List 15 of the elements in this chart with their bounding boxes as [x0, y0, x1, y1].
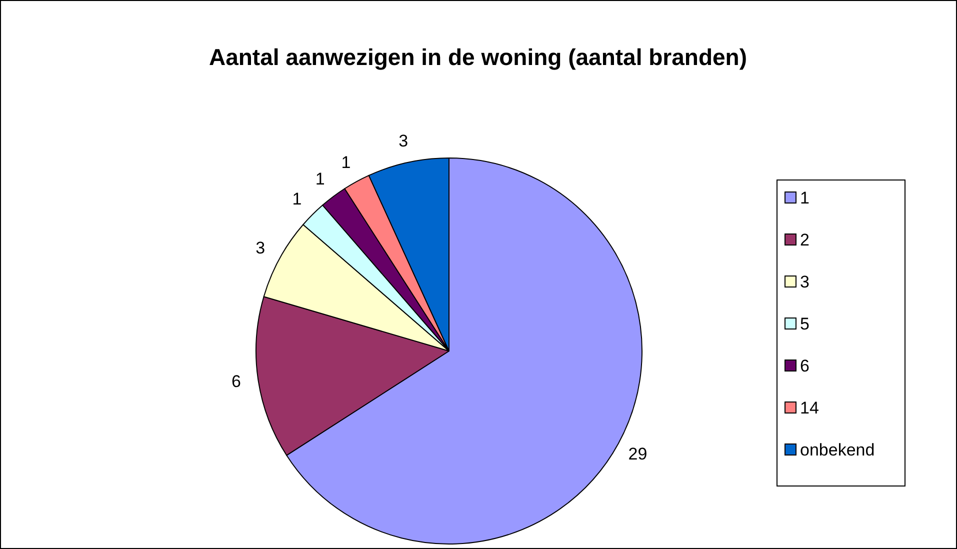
data-label: 3	[256, 238, 266, 258]
data-label: 1	[292, 189, 302, 208]
legend-label: 3	[800, 272, 810, 292]
legend-label: 5	[800, 314, 810, 334]
legend-label: onbekend	[800, 440, 875, 460]
legend-label: 2	[800, 230, 810, 250]
data-label: 6	[231, 372, 241, 392]
data-label: 29	[628, 444, 648, 464]
legend-label: 1	[800, 188, 810, 208]
legend-label: 14	[800, 398, 819, 418]
chart-title: Aantal aanwezigen in de woning (aantal branden)	[208, 44, 748, 70]
data-label: 3	[398, 131, 408, 150]
data-label: 1	[341, 152, 351, 172]
data-label: 1	[315, 169, 325, 188]
legend-label: 6	[800, 356, 810, 376]
